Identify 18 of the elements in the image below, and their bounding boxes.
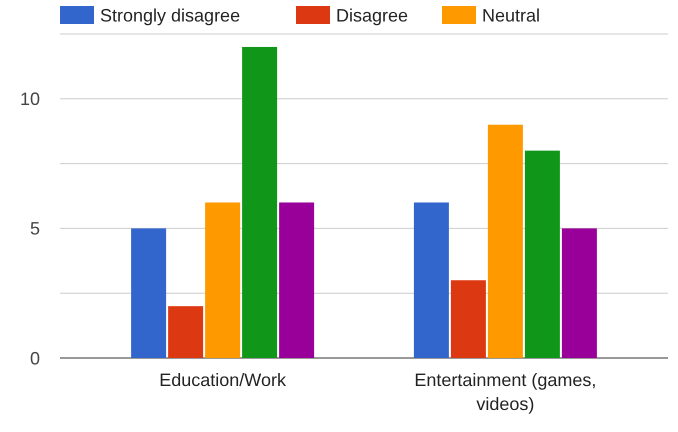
bar	[562, 228, 597, 358]
y-tick-label: 0	[30, 348, 40, 368]
bar	[524, 150, 560, 358]
x-tick-label: Education/Work	[159, 370, 287, 390]
bar	[414, 202, 449, 358]
bar	[131, 228, 166, 358]
bar	[205, 202, 240, 358]
bar	[450, 280, 486, 358]
x-tick-label: Entertainment (games, videos)	[414, 370, 596, 414]
bar	[488, 124, 523, 358]
legend-label: Neutral	[482, 5, 540, 26]
bar	[168, 306, 204, 358]
y-tick-label: 5	[30, 218, 40, 239]
bar	[242, 46, 278, 358]
legend-label: Strongly disagree	[100, 5, 240, 26]
y-tick-label: 10	[20, 89, 40, 110]
legend-label: Disagree	[336, 5, 408, 26]
bar	[279, 202, 314, 358]
